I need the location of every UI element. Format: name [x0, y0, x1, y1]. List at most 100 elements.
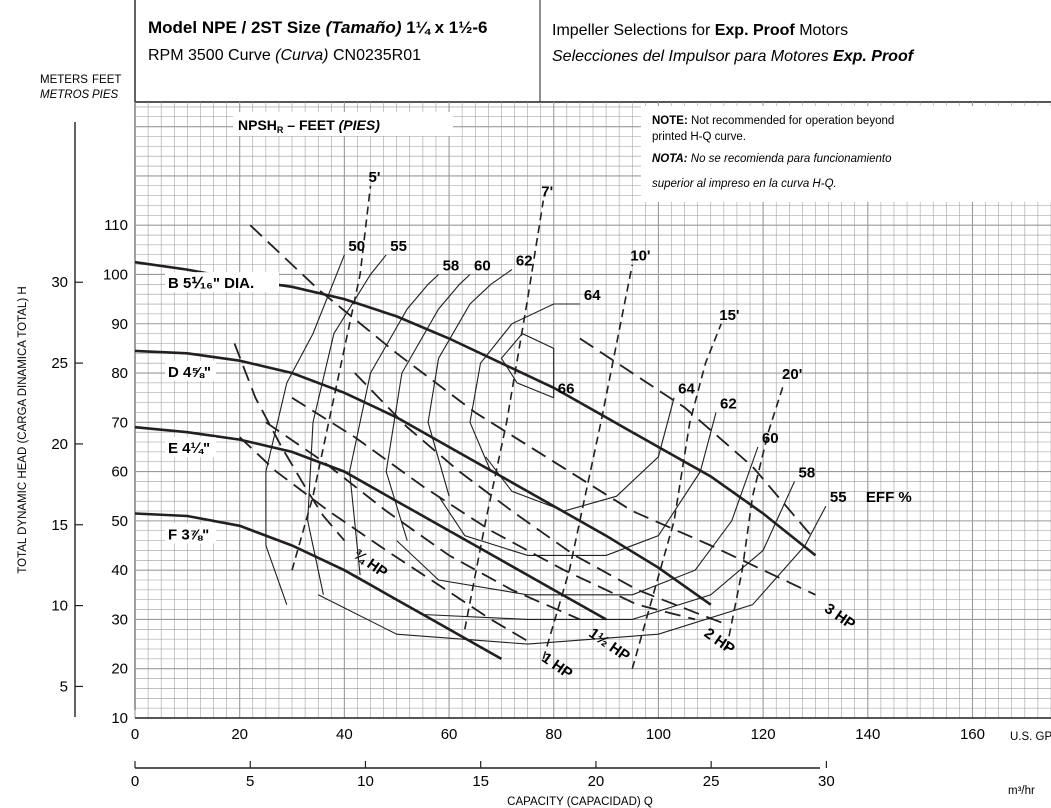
- impeller-label-bg: [165, 437, 216, 458]
- gpm-tick-label: 60: [441, 726, 458, 743]
- rpm-curve-line: RPM 3500 Curve (Curva) CN0235R01: [148, 47, 421, 64]
- efficiency-contour-line: [485, 397, 675, 512]
- efficiency-contour-line: [396, 446, 759, 596]
- feet-tick-label: 40: [111, 562, 128, 579]
- hp-line: [579, 337, 817, 542]
- gpm-tick-labels: 0 20 40 60 80 100 120 140 160: [131, 726, 985, 743]
- efficiency-contour-label: 62: [720, 395, 737, 412]
- note-text-1: NOTE: Not recommended for operation beyo…: [652, 115, 894, 127]
- meter-tick-label: 25: [51, 355, 68, 372]
- gpm-tick-label: 80: [545, 726, 562, 743]
- impeller-label-bg: [165, 523, 216, 544]
- feet-tick-labels: 10 20 30 40 50 60 70 80 90 100 110: [103, 217, 128, 727]
- impeller-title-es: Selecciones del Impulsor para Motores Ex…: [552, 48, 915, 65]
- npsh-title-text: NPSHR – FEET (PIES): [238, 117, 380, 135]
- feet-tick-label: 60: [111, 464, 128, 481]
- impeller-curve-label: D 4⅝": [168, 364, 211, 381]
- m3hr-tick-labels: 0 5 10 15 20 25 30: [131, 761, 835, 790]
- gpm-tick-label: 0: [131, 726, 139, 743]
- chart-grid: [134, 102, 1051, 719]
- feet-tick-label: 70: [111, 414, 128, 431]
- efficiency-contour-label: 62: [516, 253, 533, 270]
- npsh-line: [464, 200, 545, 630]
- gpm-tick-label: 120: [751, 726, 776, 743]
- horsepower-lines: [233, 224, 817, 645]
- nota-text-1: NOTA: No se recomienda para funcionamien…: [652, 153, 892, 165]
- efficiency-contour-label: 60: [474, 257, 491, 274]
- efficiency-contour-line: [438, 412, 717, 556]
- efficiency-contour-label: 55: [390, 238, 407, 255]
- npsh-line-label: 20': [782, 366, 802, 383]
- m3hr-tick-label: 5: [246, 773, 254, 790]
- npsh-line-label: 7': [541, 184, 553, 201]
- npsh-title: NPSHR – FEET (PIES): [233, 112, 453, 136]
- m3hr-tick-label: 20: [588, 773, 605, 790]
- npsh-title-bg: [233, 112, 453, 136]
- impeller-curve-label: B 5⅟₁₆" DIA.: [168, 275, 254, 292]
- feet-tick-label: 50: [111, 513, 128, 530]
- note-box: NOTE: Not recommended for operation beyo…: [641, 106, 1051, 202]
- efficiency-contour-label: 50: [348, 238, 365, 255]
- efficiency-contour-line: [317, 505, 827, 645]
- meter-tick-label: 5: [60, 678, 68, 695]
- efficiency-contour-label: 60: [762, 430, 779, 447]
- meter-tick-label: 15: [51, 517, 68, 534]
- gpm-tick-label: 140: [855, 726, 880, 743]
- hp-line: [265, 421, 581, 621]
- meter-tick-label: 10: [51, 598, 68, 615]
- feet-tick-label: 20: [111, 661, 128, 678]
- feet-tick-label: 100: [103, 266, 128, 283]
- efficiency-contour-label: 64: [678, 381, 695, 398]
- npsh-lines: [291, 185, 785, 669]
- metros-label: METROS: [40, 89, 90, 101]
- note-background: [641, 106, 1051, 202]
- efficiency-contour-line: [385, 274, 471, 541]
- gpm-tick-label: 160: [960, 726, 985, 743]
- model-title: Model NPE / 2ST Size (Tamaño) 1¼ x 1½-6: [148, 18, 488, 37]
- efficiency-contour-line: [307, 254, 387, 595]
- efficiency-contour-line: [500, 332, 555, 399]
- npsh-line-label: 10': [630, 248, 650, 265]
- impeller-title-en: Impeller Selections for Exp. Proof Motor…: [552, 22, 848, 39]
- efficiency-contour-line: [427, 269, 513, 497]
- feet-tick-label: 110: [104, 217, 128, 234]
- m3hr-tick-label: 30: [818, 773, 835, 790]
- impeller-curves: [134, 260, 817, 661]
- impeller-curve: [134, 349, 712, 606]
- eff-percent-label: EFF %: [866, 489, 912, 506]
- npsh-line-label: 15': [719, 307, 739, 324]
- efficiency-contour-label: 58: [443, 257, 460, 274]
- gpm-tick-label: 20: [231, 726, 248, 743]
- chart-labels: 50 55 58 60 62 64 66 64 62 60 58 55 EFF % 5' 7' 10' 15' 2…: [165, 169, 912, 682]
- npsh-line-label: 5': [369, 169, 381, 186]
- meter-tick-labels: 5 10 15 20 25 30: [51, 274, 83, 695]
- npsh-line: [291, 185, 372, 571]
- impeller-curve: [134, 425, 607, 621]
- meters-label: METERS: [40, 74, 88, 86]
- efficiency-contour-label: 55: [830, 489, 847, 506]
- hp-line: [354, 372, 727, 626]
- note-text-2: printed H-Q curve.: [652, 131, 746, 143]
- hp-line: [291, 396, 696, 621]
- m3hr-tick-label: 15: [472, 773, 489, 790]
- feet-tick-label: 80: [111, 365, 128, 382]
- efficiency-contour-label: 58: [799, 464, 816, 481]
- impeller-curve-label: F 3⅞": [168, 526, 209, 543]
- x-axis-title: CAPACITY (CAPACIDAD) Q: [507, 796, 653, 808]
- feet-tick-label: 30: [111, 611, 128, 628]
- efficiency-contour-label: 66: [558, 381, 575, 398]
- left-axes: METERS METROS FEET PIES TOTAL DYNAMIC HE…: [17, 74, 121, 717]
- efficiency-contour-line: [349, 274, 439, 576]
- pies-label: PIES: [92, 89, 119, 101]
- hp-line: [239, 436, 534, 645]
- efficiency-contour-line: [265, 254, 345, 605]
- nota-text-2: superior al impreso en la curva H-Q.: [652, 178, 837, 190]
- feet-tick-label: 90: [111, 316, 128, 333]
- meter-tick-label: 20: [51, 436, 68, 453]
- gpm-unit-label: U.S. GPM: [1010, 731, 1051, 743]
- impeller-curve: [134, 512, 503, 661]
- m3hr-tick-label: 25: [703, 773, 720, 790]
- m3hr-tick-label: 0: [131, 773, 139, 790]
- gpm-tick-label: 100: [646, 726, 671, 743]
